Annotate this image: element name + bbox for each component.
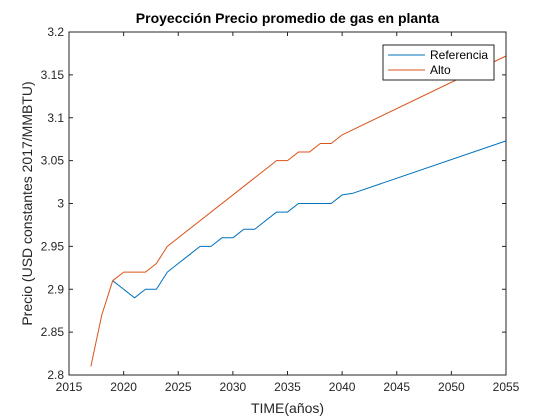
x-tick-label: 2025 <box>165 380 192 394</box>
x-axis-label: TIME(años) <box>251 400 324 416</box>
legend-box <box>382 44 495 81</box>
legend-label: Alto <box>430 63 451 77</box>
x-tick-label: 2040 <box>329 380 356 394</box>
y-tick-label: 3.15 <box>41 68 65 82</box>
x-tick-label: 2015 <box>56 380 83 394</box>
x-axis-ticks: 2015 2020 2025 2030 2035 2040 2045 2050 2055 <box>56 32 520 394</box>
x-tick-label: 2045 <box>383 380 410 394</box>
y-tick-label: 3.1 <box>47 111 64 125</box>
y-tick-label: 2.95 <box>41 239 65 253</box>
y-tick-label: 3.05 <box>41 154 65 168</box>
y-tick-label: 2.9 <box>47 282 64 296</box>
series-line-referencia <box>112 140 507 299</box>
x-tick-label: 2020 <box>110 380 137 394</box>
x-tick-label: 2055 <box>493 380 520 394</box>
chart-title: Proyección Precio promedio de gas en pla… <box>136 10 440 26</box>
y-tick-label: 3 <box>57 197 64 211</box>
y-tick-label: 2.8 <box>47 368 64 382</box>
y-axis-label: Precio (USD constantes 2017/MMBTU) <box>19 81 35 325</box>
plot-area <box>69 32 506 375</box>
series-group <box>90 55 507 367</box>
y-axis-ticks: 2.8 2.85 2.9 2.95 3 3.05 3.1 3.15 3.2 <box>41 25 506 382</box>
y-tick-label: 3.2 <box>47 25 64 39</box>
y-tick-label: 2.85 <box>41 325 65 339</box>
x-tick-label: 2035 <box>274 380 301 394</box>
x-tick-label: 2050 <box>438 380 465 394</box>
legend-label: Referencia <box>430 48 488 62</box>
series-line-alto <box>90 55 507 367</box>
x-tick-label: 2030 <box>220 380 247 394</box>
